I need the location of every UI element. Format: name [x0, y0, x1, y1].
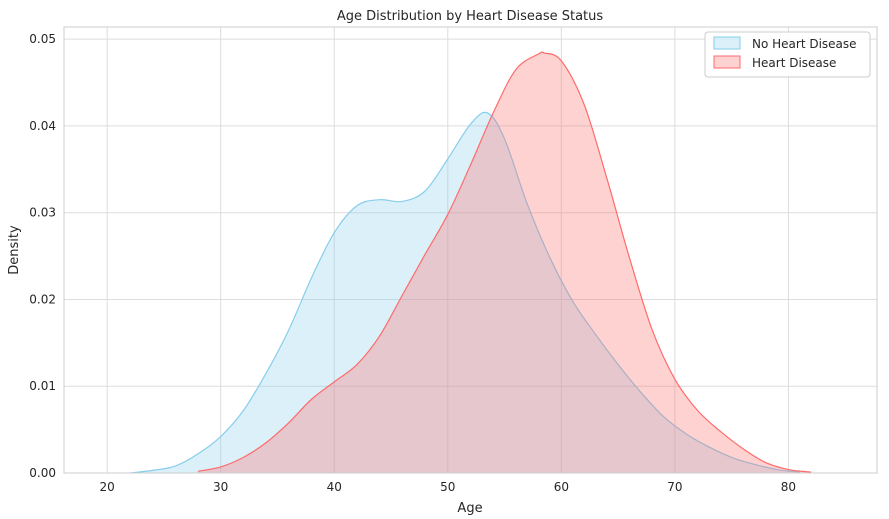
density-areas	[129, 51, 812, 474]
y-tick-label: 0.03	[29, 206, 56, 220]
legend-label: No Heart Disease	[752, 37, 857, 51]
legend: No Heart Disease Heart Disease	[704, 31, 871, 78]
legend-label: Heart Disease	[752, 56, 836, 70]
x-tick-label: 30	[213, 480, 228, 494]
x-tick-label: 40	[327, 480, 342, 494]
density-area-fill-1	[197, 51, 812, 474]
density-area-line-1	[197, 51, 812, 473]
x-axis-label: Age	[457, 501, 482, 516]
x-tick-labels: 20 30 40 50 60 70 80	[100, 480, 797, 494]
legend-swatch	[713, 36, 741, 50]
x-tick-label: 60	[554, 480, 569, 494]
x-tick-label: 50	[440, 480, 455, 494]
y-tick-label: 0.01	[29, 379, 56, 393]
plot-background	[64, 27, 877, 473]
x-tick-label: 80	[781, 480, 796, 494]
y-tick-label: 0.05	[29, 32, 56, 46]
x-tick-label: 20	[100, 480, 115, 494]
density-area-line-0	[129, 111, 800, 474]
y-axis-label: Density	[7, 225, 22, 275]
legend-box	[704, 31, 871, 78]
chart-title: Age Distribution by Heart Disease Status	[337, 9, 604, 24]
y-tick-label: 0.04	[29, 119, 56, 133]
x-tick-label: 70	[667, 480, 682, 494]
plot-frame	[63, 26, 878, 474]
legend-swatch	[713, 55, 741, 69]
y-tick-label: 0.00	[29, 466, 56, 480]
y-tick-labels: 0.00 0.01 0.02 0.03 0.04 0.05	[29, 32, 56, 480]
y-tick-label: 0.02	[29, 292, 56, 306]
